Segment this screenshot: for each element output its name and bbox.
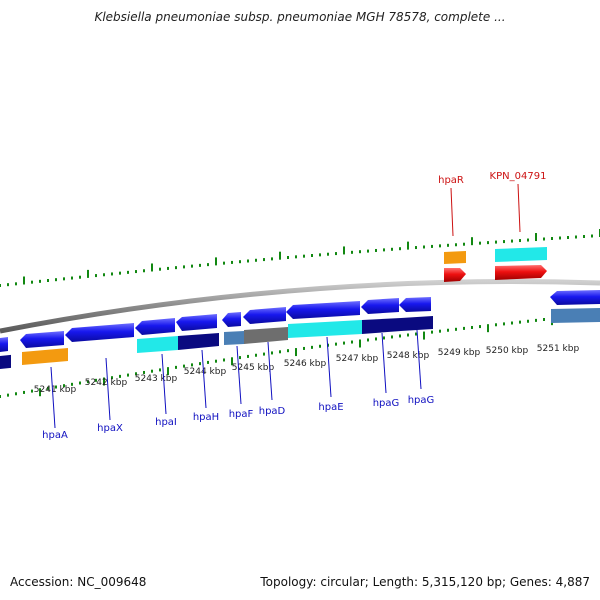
cog-bar[interactable] bbox=[495, 247, 547, 262]
genome-summary: Topology: circular; Length: 5,315,120 bp… bbox=[260, 575, 590, 589]
cog-bar[interactable] bbox=[444, 251, 466, 264]
gene-leader-line bbox=[201, 349, 207, 409]
kbp-tick-label: 5249 kbp bbox=[438, 348, 481, 358]
gene-arrow[interactable] bbox=[65, 323, 134, 342]
gene-arrow[interactable] bbox=[0, 337, 8, 352]
gene-labels-outer: hpaR KPN_04791 bbox=[438, 171, 547, 237]
gene-arrow[interactable] bbox=[399, 297, 431, 312]
kbp-tick-label: 5244 kbp bbox=[184, 367, 227, 377]
gene-arrow[interactable] bbox=[243, 307, 286, 324]
gene-label[interactable]: KPN_04791 bbox=[490, 171, 547, 182]
kbp-labels: 5241 kbp 5242 kbp 5243 kbp 5244 kbp 5245 kbp… bbox=[34, 344, 580, 395]
gene-arrow[interactable] bbox=[222, 312, 241, 327]
cog-bars-inner bbox=[0, 308, 600, 369]
map-title: Klebsiella pneumoniae subsp. pneumoniae … bbox=[94, 10, 506, 24]
gene-label[interactable]: hpaE bbox=[318, 402, 343, 413]
gene-arrow[interactable] bbox=[135, 318, 175, 335]
cog-bar[interactable] bbox=[551, 308, 600, 323]
kbp-tick-label: 5248 kbp bbox=[387, 351, 430, 361]
gene-arrow[interactable] bbox=[361, 298, 399, 314]
gene-arrow[interactable] bbox=[176, 314, 217, 331]
cog-bar[interactable] bbox=[244, 327, 288, 344]
gene-label[interactable]: hpaR bbox=[438, 175, 464, 186]
outer-genes bbox=[444, 247, 547, 282]
cog-bar[interactable] bbox=[362, 318, 401, 334]
gene-labels-inner: hpaA hpaX hpaI hpaH hpaF hpaD hpaE hpaG hpaG bbox=[42, 329, 435, 441]
gene-arrow[interactable] bbox=[495, 265, 547, 280]
gene-label[interactable]: hpaG bbox=[373, 398, 400, 409]
cog-bar[interactable] bbox=[178, 333, 219, 350]
gene-leader-line bbox=[517, 183, 521, 233]
gene-label[interactable]: hpaA bbox=[42, 430, 68, 441]
kbp-tick-label: 5246 kbp bbox=[284, 359, 327, 369]
gene-leader-line bbox=[416, 329, 422, 390]
gene-leader-line bbox=[161, 353, 167, 415]
gene-arrow[interactable] bbox=[444, 268, 466, 282]
gene-leader-line bbox=[381, 332, 387, 394]
gene-leader-line bbox=[105, 357, 111, 421]
gene-arrow[interactable] bbox=[550, 290, 600, 305]
gene-leader-line bbox=[236, 345, 242, 405]
accession-label: Accession: NC_009648 bbox=[10, 575, 147, 589]
gene-label[interactable]: hpaI bbox=[155, 417, 177, 428]
cog-bar[interactable] bbox=[224, 331, 244, 345]
gene-label[interactable]: hpaF bbox=[229, 409, 254, 420]
gene-arrow[interactable] bbox=[286, 301, 360, 319]
cog-bar[interactable] bbox=[22, 348, 68, 365]
gene-label[interactable]: hpaH bbox=[193, 412, 219, 423]
gene-label[interactable]: hpaD bbox=[259, 406, 286, 417]
forward-genes bbox=[0, 290, 600, 352]
gene-leader-line bbox=[50, 366, 56, 429]
gene-leader-line bbox=[450, 187, 454, 237]
cog-bar[interactable] bbox=[137, 336, 178, 353]
gene-arrow[interactable] bbox=[20, 331, 64, 348]
cog-bar[interactable] bbox=[0, 354, 11, 369]
gene-leader-line bbox=[326, 336, 332, 398]
genome-backbone bbox=[0, 279, 600, 334]
gene-label[interactable]: hpaX bbox=[97, 423, 123, 434]
kbp-tick-label: 5242 kbp bbox=[85, 378, 128, 388]
cog-bar[interactable] bbox=[288, 320, 362, 338]
cog-bar[interactable] bbox=[401, 316, 433, 331]
kbp-tick-label: 5250 kbp bbox=[486, 346, 529, 356]
gene-label[interactable]: hpaG bbox=[408, 395, 435, 406]
gene-leader-line bbox=[267, 341, 273, 401]
kbp-tick-label: 5245 kbp bbox=[232, 363, 275, 373]
kbp-tick-label: 5243 kbp bbox=[135, 374, 178, 384]
outer-tick-row bbox=[0, 229, 600, 287]
kbp-tick-label: 5241 kbp bbox=[34, 385, 77, 395]
kbp-tick-label: 5247 kbp bbox=[336, 354, 379, 364]
kbp-tick-label: 5251 kbp bbox=[537, 344, 580, 354]
